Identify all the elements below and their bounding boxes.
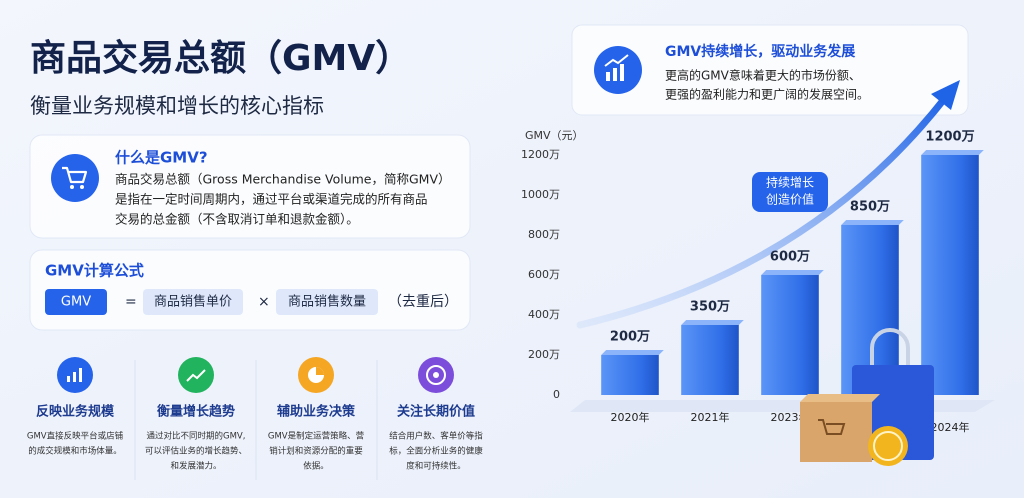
parcel-box (800, 394, 880, 462)
definition-line: 商品交易总额（Gross Merchandise Volume，简称GMV） (115, 172, 451, 187)
coin (868, 426, 908, 466)
y-tick-label: 200万 (528, 348, 560, 361)
definition-card (29, 134, 471, 239)
x-tick-label: 2024年 (931, 420, 970, 434)
feature-line: 可以评估业务的增长趋势、 (145, 446, 247, 457)
bar (921, 155, 979, 395)
formula-title: GMV计算公式 (45, 262, 144, 280)
feature-line: 通过对比不同时期的GMV, (147, 431, 246, 442)
bar-top (681, 320, 744, 325)
feature-line: 度和可持续性。 (406, 461, 466, 472)
y-axis-label: GMV（元） (525, 129, 584, 142)
callout-title: GMV持续增长，驱动业务发展 (665, 43, 855, 60)
definition-line: 交易的总金额（不含取消订单和退款金额）。 (115, 212, 359, 227)
bar (601, 355, 659, 395)
annotation-pill (752, 172, 828, 212)
subtitle: 衡量业务规模和增长的核心指标 (30, 94, 324, 118)
x-tick-label: 2020年 (611, 410, 650, 424)
x-tick-label: 2021年 (691, 410, 730, 424)
bar (761, 275, 819, 395)
feature-title: 关注长期价值 (397, 404, 475, 420)
callout-line: 更高的GMV意味着更大的市场份额、 (665, 68, 861, 83)
formula-term: = (125, 294, 137, 310)
value-label: 350万 (690, 300, 730, 315)
bar-top (841, 220, 904, 225)
feature-icons (57, 357, 454, 393)
chart: GMV（元） 0 200万 400万 600万 800万 1000万 1200万 200万 202… (521, 129, 984, 434)
bar (681, 325, 739, 395)
growth-icon (594, 46, 642, 94)
definition-line: 是指在一定时间周期内，通过平台或渠道完成的所有商品 (115, 192, 428, 207)
value-label: 600万 (770, 250, 810, 265)
bar-top (921, 150, 984, 155)
formula-term: （去重后） (388, 294, 458, 310)
formula-pill (276, 289, 378, 315)
annotation: 创造价值 (766, 192, 814, 207)
value-label: 200万 (610, 330, 650, 345)
feature-line: 依据。 (303, 461, 329, 472)
formula-term: 商品销售数量 (288, 294, 366, 310)
bar-top (601, 350, 664, 355)
dividers (134, 360, 378, 480)
y-tick-label: 800万 (528, 228, 560, 241)
y-tick-label: 600万 (528, 268, 560, 281)
title: 商品交易总额（GMV） (30, 37, 411, 79)
formula-pill (143, 289, 243, 315)
y-tick-label: 0 (553, 388, 560, 401)
annotation: 持续增长 (766, 175, 814, 190)
feature-line: 和发展潜力。 (170, 461, 221, 472)
feature-line: GMV是制定运营策略、营 (268, 431, 364, 442)
value-label: 1200万 (925, 130, 974, 145)
y-tick-label: 1200万 (521, 148, 560, 161)
feature-title: 反映业务规模 (36, 404, 115, 420)
formula-term: GMV (61, 295, 91, 310)
definition-title: 什么是GMV? (115, 149, 208, 167)
feature-line: GMV直接反映平台或店铺 (27, 431, 124, 442)
formula-pill (45, 289, 107, 315)
x-tick-label: 2023年 (771, 410, 810, 424)
feature-line: 标，全面分析业务的健康 (389, 446, 483, 457)
feature-line: 的成交规模和市场体量。 (28, 446, 122, 457)
feature-line: 销计划和资源分配的重要 (269, 446, 363, 457)
callout-line: 更强的盈利能力和更广阔的发展空间。 (665, 87, 869, 102)
feature-title: 衡量增长趋势 (157, 404, 235, 420)
formula-term: 商品销售单价 (154, 294, 232, 310)
y-tick-label: 400万 (528, 308, 560, 321)
y-tick-label: 1000万 (521, 188, 560, 201)
growth-arrow (576, 80, 960, 329)
callout-card (571, 24, 969, 116)
feature-title: 辅助业务决策 (277, 404, 356, 420)
formula-term: × (258, 294, 270, 310)
bar-top (761, 270, 824, 275)
feature-line: 结合用户数、客单价等指 (389, 431, 483, 442)
value-label: 850万 (850, 200, 890, 215)
cart-icon (51, 154, 99, 202)
